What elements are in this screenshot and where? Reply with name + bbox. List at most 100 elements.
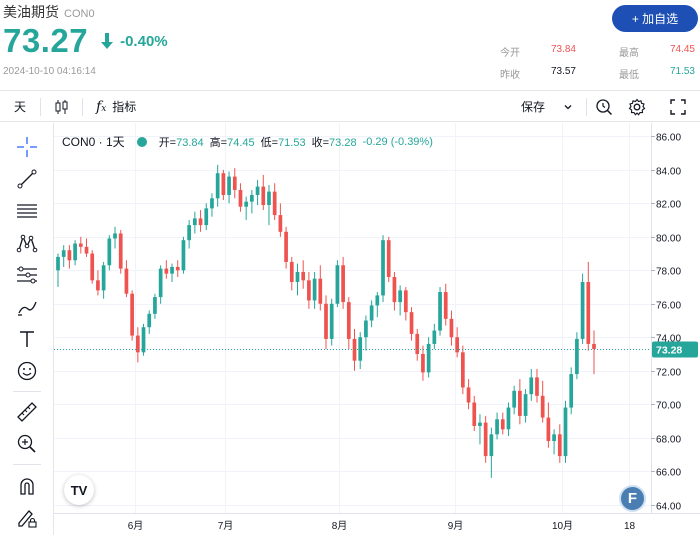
- candle-body: [586, 282, 591, 344]
- candle-body: [84, 246, 89, 254]
- candle-body: [489, 434, 494, 457]
- lock-draw-tool[interactable]: [13, 505, 41, 531]
- y-tick-label: 72.00: [656, 368, 681, 379]
- candle-body: [267, 191, 271, 206]
- y-tick-label: 64.00: [656, 502, 681, 513]
- save-button[interactable]: 保存: [521, 91, 573, 122]
- candle-body: [204, 208, 209, 226]
- toolbar-divider: [586, 98, 587, 116]
- candle-body: [386, 240, 391, 277]
- magnet-tool[interactable]: [13, 473, 41, 499]
- candle-body: [438, 292, 442, 331]
- y-tick-label: 70.00: [656, 401, 681, 412]
- y-tick-label: 82.00: [656, 200, 681, 211]
- add-watchlist-button[interactable]: + 加自选: [612, 5, 698, 32]
- candlestick-chart[interactable]: 86.00 84.00 82.00 80.00 78.00 76.00 74.00 72.00…: [54, 123, 700, 535]
- candle-body: [250, 194, 254, 202]
- visibility-dot-icon[interactable]: [136, 136, 147, 147]
- ruler-tool[interactable]: [13, 399, 41, 425]
- low-value: 71.53: [669, 66, 695, 77]
- candle-body: [518, 390, 522, 416]
- horizontal-lines-icon: [17, 204, 37, 218]
- trend-line-tool[interactable]: [13, 166, 41, 192]
- candle-body: [535, 377, 539, 396]
- search-clock-icon: [596, 98, 613, 115]
- fullscreen-button[interactable]: [670, 91, 686, 122]
- candle-body: [113, 233, 117, 239]
- pattern-tool[interactable]: [13, 230, 41, 256]
- x-tick-label: 8月: [332, 520, 348, 532]
- legend-open-value: 73.84: [176, 136, 204, 149]
- magnet-icon: [20, 478, 34, 495]
- price-chart[interactable]: 86.00 84.00 82.00 80.00 78.00 76.00 74.00 72.00…: [54, 123, 700, 535]
- candle-body: [56, 256, 60, 271]
- y-tick-label: 86.00: [656, 133, 681, 144]
- candle-body: [244, 201, 249, 207]
- candle-body: [426, 343, 431, 373]
- f-badge-icon[interactable]: F: [619, 485, 646, 512]
- instrument-code: CON0: [64, 8, 95, 20]
- y-tick-label: 80.00: [656, 234, 681, 245]
- legend-change: -0.29 (-0.39%): [362, 135, 433, 148]
- emoji-tool[interactable]: [13, 358, 41, 384]
- candle-body: [301, 271, 306, 281]
- candle-body: [552, 434, 556, 442]
- candle-body: [575, 338, 579, 375]
- fib-tool[interactable]: [13, 262, 41, 288]
- candle-body: [261, 186, 266, 206]
- crosshair-tool[interactable]: [13, 134, 41, 160]
- brush-icon: [18, 301, 37, 316]
- zoom-in-tool[interactable]: [13, 431, 41, 457]
- candle-body: [346, 302, 351, 339]
- last-price: 73.27: [3, 22, 89, 59]
- legend-close-value: 73.28: [329, 136, 357, 149]
- gear-icon: [628, 98, 646, 116]
- last-price-label: 73.28: [656, 345, 682, 357]
- x-tick-label: 18: [624, 521, 636, 532]
- candle-body: [557, 434, 562, 457]
- candle-body: [198, 218, 203, 226]
- candle-style-button[interactable]: [54, 91, 70, 122]
- chevron-down-icon: [564, 104, 572, 109]
- candle-body: [381, 240, 385, 296]
- toolbar-divider: [82, 98, 83, 116]
- candle-body: [512, 390, 517, 408]
- title-row: 美油期货 CON0: [3, 2, 95, 22]
- candle-body: [118, 233, 123, 269]
- ruler-icon: [17, 402, 37, 422]
- y-tick-label: 74.00: [656, 334, 681, 345]
- interval-button[interactable]: 天: [14, 100, 27, 114]
- candle-body: [364, 320, 368, 338]
- text-tool[interactable]: [13, 326, 41, 352]
- settings-button[interactable]: [628, 91, 646, 122]
- indicators-button[interactable]: fx 指标: [96, 91, 136, 122]
- legend-low-value: 71.53: [278, 136, 306, 149]
- candle-body: [580, 282, 585, 339]
- zoom-in-icon: [17, 434, 36, 453]
- price-row: 73.27 -0.40%: [3, 22, 168, 60]
- legend-close-key: 收=: [311, 136, 330, 149]
- candle-body: [124, 268, 129, 294]
- candle-body: [375, 295, 380, 306]
- brush-tool[interactable]: [13, 294, 41, 320]
- candle-body: [170, 266, 174, 274]
- candle-body: [153, 297, 157, 314]
- candle-body: [478, 422, 482, 426]
- candle-body: [278, 215, 283, 232]
- drawing-toolbar: [0, 123, 54, 535]
- fib-icon: [17, 266, 37, 284]
- indicators-label: 指标: [112, 100, 137, 114]
- candle-body: [341, 265, 345, 303]
- candle-body: [329, 303, 334, 339]
- candle-body: [495, 419, 499, 435]
- x-tick-label: 10月: [552, 520, 573, 532]
- quote-timestamp: 2024-10-10 04:16:14: [3, 66, 96, 77]
- candle-body: [215, 173, 220, 199]
- open-value: 73.84: [550, 44, 576, 55]
- y-tick-label: 84.00: [656, 167, 681, 178]
- instrument-name: 美油期货: [3, 4, 59, 20]
- tradingview-logo[interactable]: TV: [64, 475, 94, 505]
- horizontal-lines-tool[interactable]: [13, 198, 41, 224]
- chart-legend: CON0 · 1天 开=73.84 高=74.45 低=71.53 收=73.2…: [62, 133, 433, 150]
- quick-search-button[interactable]: [595, 91, 613, 122]
